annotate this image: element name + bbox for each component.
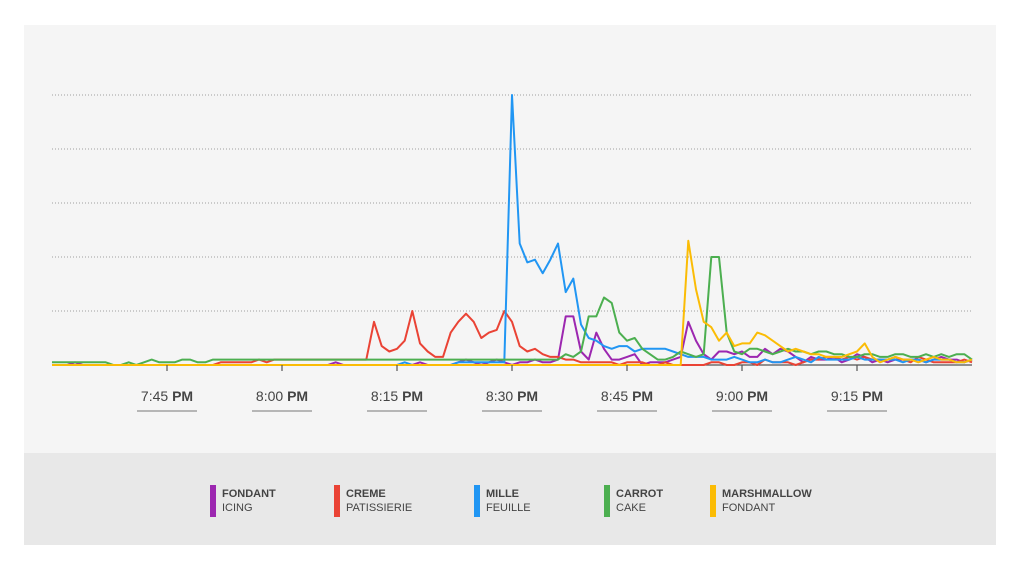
legend-subname: FEUILLE (486, 502, 531, 514)
legend-subname: CAKE (616, 502, 646, 514)
legend-swatch (334, 485, 340, 517)
x-tick-label: 8:30 PM (486, 388, 538, 404)
legend-name: MARSHMALLOW (722, 488, 812, 500)
legend-item-fondant: FONDANT ICING (210, 485, 276, 517)
legend-subname: FONDANT (722, 502, 776, 514)
legend-label: MARSHMALLOW FONDANT (722, 485, 812, 517)
legend-item-creme: CREME PATISSIERIE (334, 485, 412, 517)
x-tick-label: 8:15 PM (371, 388, 423, 404)
legend-item-mille: MILLE FEUILLE (474, 485, 531, 517)
legend-label: FONDANT ICING (222, 485, 276, 517)
legend-name: FONDANT (222, 488, 276, 500)
legend-label: CREME PATISSIERIE (346, 485, 412, 517)
line-chart: 7:45 PM 8:00 PM 8:15 PM 8:30 PM 8:45 PM 9:00 … (52, 94, 973, 412)
legend: FONDANT ICING CREME PATISSIERIE MILLE FEUILLE… (24, 453, 996, 545)
x-tick-label: 9:00 PM (716, 388, 768, 404)
legend-swatch (210, 485, 216, 517)
legend-swatch (474, 485, 480, 517)
legend-name: MILLE (486, 488, 519, 500)
x-tick-label: 8:00 PM (256, 388, 308, 404)
legend-label: CARROT CAKE (616, 485, 663, 517)
x-tick-label: 8:45 PM (601, 388, 653, 404)
legend-swatch (604, 485, 610, 517)
x-tick-label: 9:15 PM (831, 388, 883, 404)
legend-subname: PATISSIERIE (346, 502, 413, 514)
legend-label: MILLE FEUILLE (486, 485, 531, 517)
legend-name: CREME (346, 488, 386, 500)
legend-name: CARROT (616, 488, 664, 500)
x-tick-label: 7:45 PM (141, 388, 193, 404)
legend-item-carrot: CARROT CAKE (604, 485, 663, 517)
chart-card: 7:45 PM 8:00 PM 8:15 PM 8:30 PM 8:45 PM 9:00 … (24, 25, 996, 545)
legend-item-marshmallow: MARSHMALLOW FONDANT (710, 485, 812, 517)
legend-swatch (710, 485, 716, 517)
legend-subname: ICING (222, 502, 253, 514)
series-line-marshmallow-fondant (52, 239, 973, 366)
series-line-carrot-cake (52, 256, 973, 366)
